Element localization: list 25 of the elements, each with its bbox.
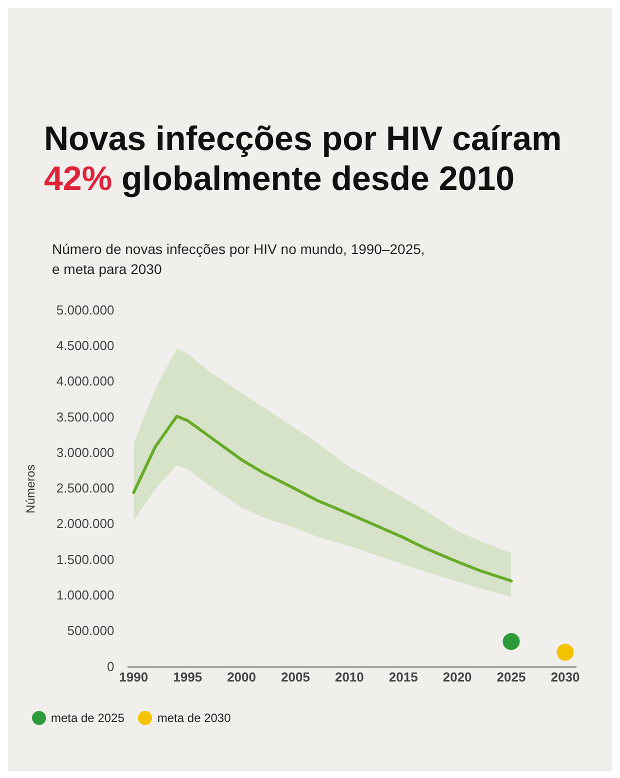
y-tick-label: 2.500.000 bbox=[56, 480, 114, 496]
y-axis-title: Números bbox=[24, 464, 38, 514]
x-tick-label: 1990 bbox=[119, 670, 148, 685]
chart-subtitle: Número de novas infecções por HIV no mundo, 1990–2025, e meta para 2030 bbox=[52, 240, 426, 279]
x-tick-label: 2025 bbox=[496, 670, 526, 685]
y-tick-label: 2.000.000 bbox=[56, 516, 114, 532]
y-tick-label: 5.000.000 bbox=[56, 302, 114, 318]
y-tick-label: 3.000.000 bbox=[56, 444, 114, 460]
y-tick-label: 4.500.000 bbox=[56, 338, 114, 354]
chart-title: Novas infecções por HIV caíram 42% globalmente desde 2010 bbox=[44, 119, 563, 198]
legend-label: meta de 2025 bbox=[51, 711, 124, 725]
x-tick-label: 2010 bbox=[334, 670, 364, 685]
y-tick-label: 1.000.000 bbox=[56, 588, 114, 602]
y-tick-label: 0 bbox=[107, 658, 114, 674]
x-tick-label: 1995 bbox=[173, 670, 202, 685]
y-tick-label: 1.500.000 bbox=[56, 552, 114, 567]
x-tick-label: 2030 bbox=[550, 670, 580, 685]
y-tick-label: 3.500.000 bbox=[56, 409, 114, 424]
legend-label: meta de 2030 bbox=[157, 711, 231, 725]
x-tick-label: 2020 bbox=[442, 670, 472, 685]
x-tick-label: 2005 bbox=[281, 670, 310, 685]
x-tick-label: 2000 bbox=[227, 670, 256, 685]
y-tick-label: 4.000.000 bbox=[56, 374, 114, 389]
y-tick-label: 500.000 bbox=[67, 623, 114, 638]
x-tick-label: 2015 bbox=[388, 670, 418, 685]
